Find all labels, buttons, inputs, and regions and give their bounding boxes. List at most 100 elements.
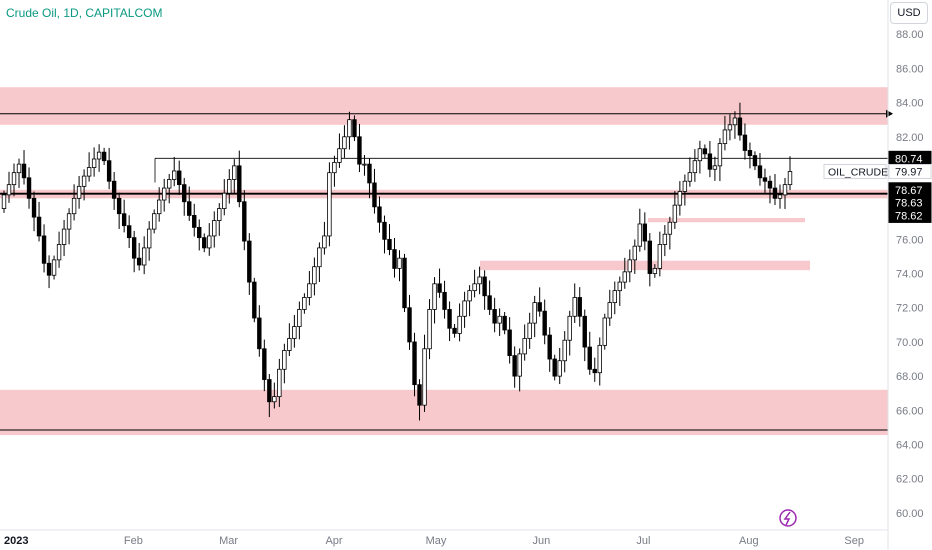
candle[interactable] [172, 156, 177, 187]
candle[interactable] [252, 277, 257, 323]
candle[interactable] [96, 144, 102, 172]
candle[interactable] [177, 160, 182, 196]
candle[interactable] [767, 175, 773, 204]
currency-button[interactable]: USD [890, 2, 928, 24]
zone-3[interactable] [648, 217, 805, 223]
candle[interactable] [642, 212, 648, 251]
candle[interactable] [322, 221, 327, 255]
candle[interactable] [447, 301, 452, 342]
candle[interactable] [392, 238, 397, 278]
candle[interactable] [702, 144, 708, 159]
candle[interactable] [607, 289, 612, 326]
candle[interactable] [66, 208, 72, 245]
candle[interactable] [202, 233, 207, 253]
candle[interactable] [126, 215, 132, 249]
candle[interactable] [652, 264, 658, 278]
candle[interactable] [6, 171, 12, 203]
candle[interactable] [277, 358, 282, 408]
zone-2[interactable] [0, 389, 888, 436]
candle[interactable] [587, 331, 592, 375]
price-axis[interactable]: 88.0086.0084.0082.0080.0078.0076.0074.00… [896, 29, 924, 520]
candle[interactable] [532, 295, 537, 338]
candle[interactable] [412, 332, 417, 397]
candle[interactable] [737, 102, 743, 141]
candle[interactable] [332, 155, 337, 187]
candle[interactable] [617, 276, 622, 306]
candle[interactable] [36, 201, 42, 242]
candle[interactable] [197, 219, 202, 251]
candle[interactable] [657, 231, 663, 277]
candle[interactable] [212, 211, 217, 248]
candle[interactable] [552, 354, 557, 381]
candle[interactable] [307, 270, 312, 306]
candle[interactable] [111, 172, 117, 210]
candle[interactable] [692, 149, 698, 182]
candle[interactable] [782, 177, 788, 209]
candle[interactable] [462, 291, 467, 328]
candle[interactable] [427, 299, 432, 360]
candle[interactable] [747, 142, 753, 169]
candle[interactable] [282, 343, 287, 384]
time-axis[interactable]: 2023 Feb Mar Apr May Jun Jul Aug Sep [4, 535, 864, 547]
candle[interactable] [752, 151, 758, 171]
candle[interactable] [632, 239, 638, 274]
candle[interactable] [257, 305, 262, 357]
candle[interactable] [622, 257, 627, 289]
candle[interactable] [697, 140, 703, 174]
candle[interactable] [242, 190, 247, 251]
candle[interactable] [302, 293, 307, 314]
candle[interactable] [582, 309, 587, 362]
candle[interactable] [141, 236, 147, 275]
candle[interactable] [162, 178, 167, 212]
candle[interactable] [432, 277, 437, 324]
candle[interactable] [422, 334, 427, 412]
candle[interactable] [232, 159, 237, 194]
candle[interactable] [477, 266, 482, 295]
candle[interactable] [76, 175, 82, 209]
candle[interactable] [717, 138, 723, 182]
candle[interactable] [537, 287, 542, 317]
candle[interactable] [777, 184, 783, 209]
candle[interactable] [732, 111, 738, 139]
candle[interactable] [557, 347, 562, 385]
candle[interactable] [367, 158, 372, 199]
zone-4[interactable] [480, 260, 810, 271]
candle[interactable] [517, 348, 522, 392]
candle[interactable] [482, 270, 487, 310]
candle[interactable] [492, 297, 497, 333]
candle[interactable] [41, 224, 47, 273]
candle[interactable] [502, 312, 507, 335]
candle[interactable] [507, 317, 512, 364]
candle[interactable] [562, 331, 567, 373]
candle[interactable] [167, 174, 172, 204]
candle[interactable] [597, 337, 602, 386]
candle[interactable] [577, 287, 582, 327]
candle[interactable] [287, 323, 292, 356]
candle[interactable] [457, 303, 462, 342]
candle[interactable] [627, 249, 632, 283]
candle[interactable] [317, 242, 322, 282]
candle[interactable] [222, 179, 227, 216]
candle[interactable] [207, 223, 212, 256]
candle[interactable] [547, 327, 552, 372]
candle[interactable] [337, 133, 342, 168]
candle[interactable] [637, 208, 643, 252]
candle[interactable] [472, 269, 477, 298]
candle[interactable] [61, 219, 67, 257]
candle[interactable] [487, 280, 492, 315]
candle[interactable] [46, 255, 52, 289]
candle[interactable] [682, 174, 688, 206]
candle[interactable] [16, 158, 22, 188]
candle[interactable] [772, 174, 778, 206]
candle[interactable] [362, 154, 367, 176]
candle[interactable] [442, 280, 447, 319]
candle[interactable] [467, 285, 472, 317]
candle[interactable] [757, 153, 763, 186]
tradingview-logo-icon[interactable] [779, 509, 797, 527]
candle[interactable] [762, 168, 768, 193]
candle[interactable] [512, 346, 517, 388]
candle[interactable] [352, 115, 357, 142]
candle[interactable] [707, 141, 713, 178]
candle[interactable] [81, 169, 87, 201]
